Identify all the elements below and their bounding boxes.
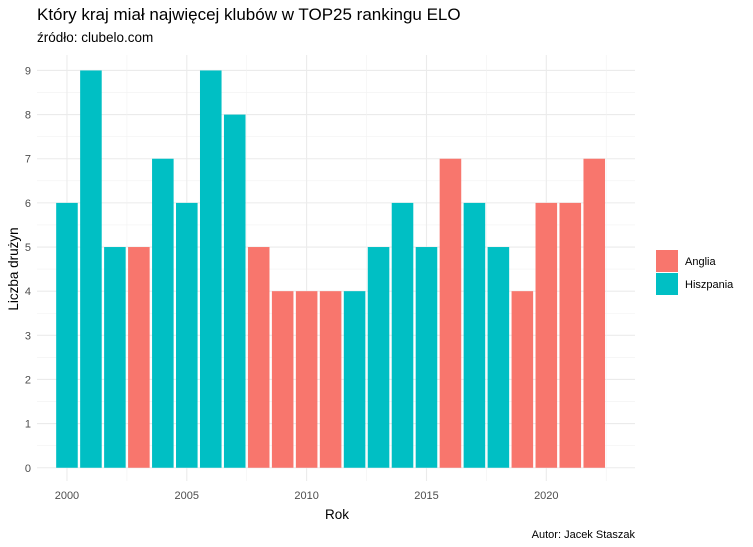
bar-2014 [391, 202, 414, 468]
bar-2019 [511, 291, 534, 468]
bars [56, 70, 606, 468]
x-tick-label: 2010 [294, 490, 318, 502]
bar-2008 [247, 247, 270, 468]
x-tick-label: 2000 [55, 490, 79, 502]
legend-label-anglia: Anglia [685, 256, 716, 268]
y-tick-label: 6 [25, 198, 31, 210]
bar-2010 [295, 291, 318, 468]
bar-2012 [343, 291, 366, 468]
bar-2001 [80, 70, 102, 468]
y-tick-label: 8 [25, 110, 31, 122]
legend-key-anglia [656, 250, 678, 272]
bar-2015 [415, 247, 438, 468]
bar-2013 [367, 247, 390, 468]
chart-caption: Autor: Jacek Staszak [532, 529, 636, 541]
bar-2003 [128, 247, 150, 468]
bar-2005 [176, 202, 198, 468]
bar-2009 [271, 291, 294, 468]
y-tick-label: 5 [25, 242, 31, 254]
y-axis-ticks: 0 1 2 3 4 5 6 7 8 9 [25, 65, 31, 474]
bar-2022 [583, 158, 606, 468]
y-tick-label: 4 [25, 286, 31, 298]
y-tick-label: 2 [25, 374, 31, 386]
y-tick-label: 9 [25, 65, 31, 77]
x-axis-ticks: 2000 2005 2010 2015 2020 [55, 490, 559, 502]
bar-2020 [535, 202, 558, 468]
bar-2017 [463, 202, 486, 468]
y-tick-label: 3 [25, 330, 31, 342]
y-axis-title: Liczba drużyn [6, 227, 21, 310]
bar-2006 [199, 70, 222, 468]
x-tick-label: 2020 [534, 490, 558, 502]
bar-2004 [152, 158, 174, 468]
legend-label-hiszpania: Hiszpania [685, 279, 734, 291]
bar-2000 [56, 202, 78, 468]
bar-2002 [104, 247, 126, 468]
bar-2007 [223, 114, 246, 468]
legend-key-hiszpania [656, 273, 678, 295]
x-axis-title: Rok [325, 507, 349, 522]
bar-2011 [319, 291, 342, 468]
y-tick-label: 1 [25, 419, 31, 431]
chart-subtitle: źródło: clubelo.com [37, 30, 153, 45]
y-tick-label: 0 [25, 463, 31, 475]
x-tick-label: 2015 [414, 490, 438, 502]
chart-title: Który kraj miał najwięcej klubów w TOP25… [37, 5, 461, 24]
y-tick-label: 7 [25, 154, 31, 166]
legend: Anglia Hiszpania [656, 250, 734, 295]
bar-2021 [559, 202, 582, 468]
bar-2016 [439, 158, 462, 468]
x-tick-label: 2005 [175, 490, 199, 502]
bar-2018 [487, 247, 510, 468]
